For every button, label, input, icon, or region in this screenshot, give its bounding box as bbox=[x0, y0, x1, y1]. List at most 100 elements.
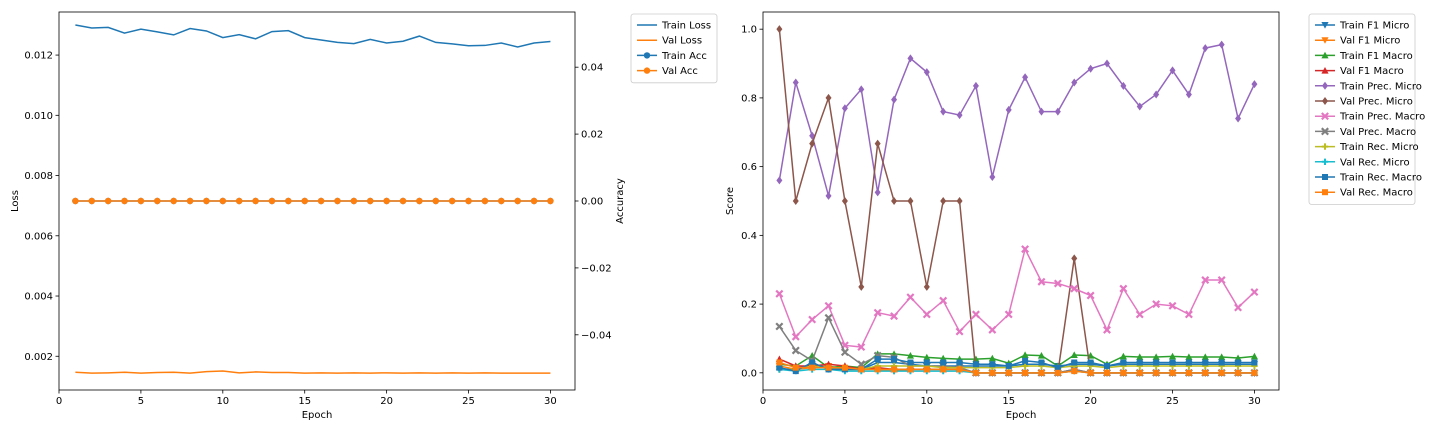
train-prec-macro-point bbox=[775, 289, 784, 298]
x-tick-label: 25 bbox=[462, 396, 475, 407]
val-rec-macro-point bbox=[1087, 369, 1094, 376]
train-f1-macro-point bbox=[1185, 353, 1193, 361]
series-val-prec-micro bbox=[776, 25, 1258, 377]
val-rec-macro-point bbox=[1251, 369, 1258, 376]
train-prec-macro-point bbox=[1119, 284, 1128, 293]
legend-marker bbox=[1321, 112, 1329, 121]
train-f1-macro-point bbox=[1136, 353, 1144, 361]
right-x-ticks: 0 5 10 15 20 25 30 bbox=[760, 390, 1261, 407]
right-y-tick-label: −0.04 bbox=[581, 330, 612, 341]
train-prec-macro-point bbox=[1021, 245, 1030, 254]
val-prec-macro-point bbox=[840, 348, 849, 357]
legend-entry-val-prec-macro: Val Prec. Macro bbox=[1315, 127, 1416, 138]
train-rec-macro-point bbox=[1185, 359, 1192, 366]
val-prec-micro-point bbox=[825, 93, 832, 102]
train-prec-macro-point bbox=[955, 327, 964, 336]
train-loss-line bbox=[75, 24, 551, 48]
val-acc-point bbox=[121, 197, 128, 205]
train-prec-macro-point bbox=[1152, 300, 1161, 309]
legend-marker bbox=[643, 52, 651, 59]
train-rec-macro-point bbox=[776, 364, 783, 371]
legend-marker bbox=[1321, 67, 1329, 74]
train-prec-micro-point bbox=[1071, 78, 1078, 87]
val-rec-macro-point bbox=[792, 364, 799, 371]
legend-label: Val Acc bbox=[662, 66, 698, 77]
val-acc-point bbox=[170, 197, 177, 205]
train-prec-macro-point bbox=[1070, 284, 1079, 293]
val-prec-macro-point bbox=[857, 360, 866, 369]
train-prec-macro-point bbox=[939, 296, 948, 305]
val-rec-macro-point bbox=[907, 366, 914, 373]
train-rec-macro-point bbox=[1087, 359, 1094, 366]
train-prec-micro-point bbox=[776, 176, 783, 185]
y-tick-label: 0.6 bbox=[741, 162, 757, 173]
legend-marker bbox=[1322, 174, 1328, 180]
val-rec-macro-point bbox=[1022, 369, 1029, 376]
train-prec-micro-point bbox=[1022, 73, 1029, 82]
val-acc-point bbox=[219, 197, 227, 205]
train-rec-macro-point bbox=[1235, 359, 1242, 366]
y-tick: 0.004 bbox=[24, 292, 59, 303]
train-prec-micro-point bbox=[1136, 102, 1143, 111]
val-rec-macro-point bbox=[1169, 369, 1176, 376]
train-prec-macro-point bbox=[873, 308, 882, 317]
train-prec-macro-line bbox=[778, 246, 1255, 348]
train-rec-macro-point bbox=[1218, 359, 1225, 366]
x-tick: 20 bbox=[1084, 390, 1097, 407]
train-prec-micro-point bbox=[1153, 90, 1160, 99]
train-rec-macro-point bbox=[1251, 359, 1258, 366]
val-acc-point bbox=[465, 197, 472, 205]
train-prec-macro-point bbox=[857, 343, 866, 352]
val-rec-macro-point bbox=[989, 369, 996, 376]
val-rec-macro-point bbox=[1071, 368, 1078, 375]
train-prec-micro-point bbox=[972, 81, 979, 90]
x-tick-label: 30 bbox=[1248, 396, 1261, 407]
legend-marker bbox=[1321, 37, 1329, 44]
legend-entry-val-rec-macro: Val Rec. Macro bbox=[1315, 188, 1413, 199]
y-tick-label: 0.2 bbox=[741, 300, 757, 311]
legend-entry-train-f1-micro: Train F1 Micro bbox=[1315, 21, 1409, 32]
train-f1-macro-point bbox=[1201, 353, 1209, 361]
train-rec-macro-point bbox=[956, 359, 963, 366]
val-prec-micro-point bbox=[874, 139, 881, 148]
legend-label: Val Rec. Micro bbox=[1340, 157, 1410, 168]
val-acc-point bbox=[203, 197, 210, 205]
x-tick-label: 30 bbox=[544, 396, 557, 407]
x-tick: 5 bbox=[138, 390, 144, 407]
val-acc-point bbox=[104, 197, 112, 205]
y-tick-label: 0.0 bbox=[741, 368, 757, 379]
val-acc-point bbox=[514, 197, 521, 205]
train-rec-macro-point bbox=[989, 361, 996, 368]
train-prec-macro-point bbox=[988, 325, 997, 334]
train-prec-macro-point bbox=[1103, 325, 1111, 334]
train-rec-macro-point bbox=[1054, 364, 1061, 371]
val-prec-micro-point bbox=[1071, 254, 1078, 263]
val-prec-micro-line bbox=[778, 29, 1255, 374]
x-tick-label: 0 bbox=[56, 396, 62, 407]
x-tick: 25 bbox=[1166, 390, 1179, 407]
legend-entry-val-acc: Val Acc bbox=[637, 66, 698, 77]
val-rec-macro-point bbox=[1136, 369, 1143, 376]
right-plot-frame bbox=[762, 11, 1280, 391]
train-prec-micro-point bbox=[1120, 81, 1127, 90]
right-y-tick-label: 0.04 bbox=[581, 63, 603, 74]
y-tick-label: 0.004 bbox=[24, 292, 53, 303]
legend-label: Val F1 Macro bbox=[1340, 66, 1404, 77]
val-rec-macro-point bbox=[874, 366, 881, 373]
legend-entry-train-loss: Train Loss bbox=[637, 21, 711, 32]
train-rec-macro-point bbox=[1038, 359, 1045, 366]
train-rec-macro-point bbox=[907, 359, 914, 366]
val-prec-micro-point bbox=[809, 139, 816, 148]
val-rec-macro-point bbox=[1218, 369, 1225, 376]
x-tick-label: 25 bbox=[1166, 396, 1179, 407]
val-prec-micro-point bbox=[923, 282, 930, 291]
x-tick-label: 10 bbox=[920, 396, 933, 407]
left-y-ticks: 0.002 0.004 0.006 0.008 0.010 0.012 bbox=[24, 51, 59, 363]
train-prec-macro-point bbox=[1037, 277, 1046, 286]
x-tick-label: 20 bbox=[380, 396, 393, 407]
val-rec-macro-point bbox=[776, 359, 783, 366]
train-prec-micro-point bbox=[1038, 107, 1045, 116]
train-rec-macro-point bbox=[809, 359, 816, 366]
y-tick: 1.0 bbox=[741, 25, 763, 36]
train-rec-macro-point bbox=[1202, 359, 1209, 366]
